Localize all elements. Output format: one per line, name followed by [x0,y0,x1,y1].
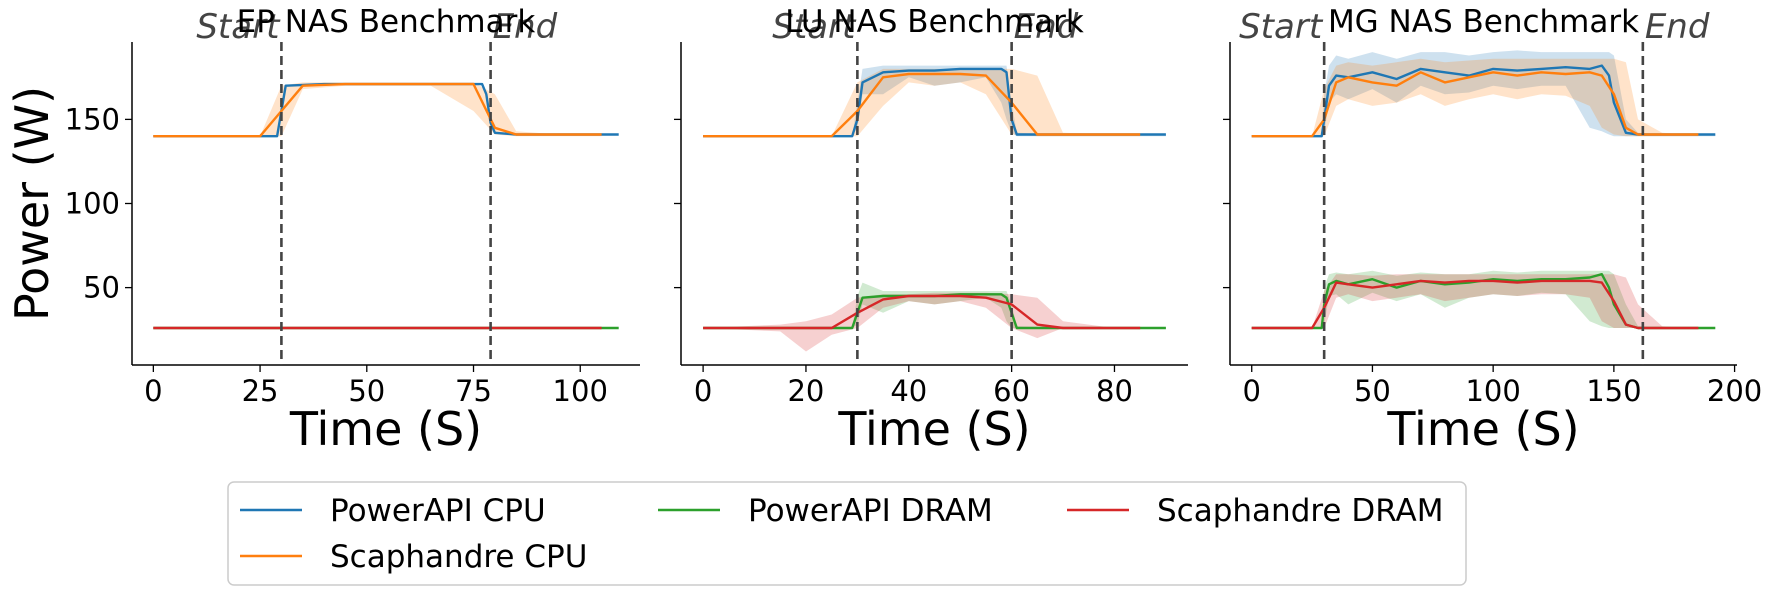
marker-label-start: Start [1239,7,1324,47]
series-line-powerapi-cpu [703,67,1166,138]
x-axis-label: Time (S) [1386,402,1579,456]
x-tick-label: 100 [553,374,608,408]
y-axis-label: Power (W) [5,86,59,321]
series-line-scaphandre-cpu [1251,71,1699,138]
x-tick-label: 0 [1243,374,1261,408]
marker-label-end: End [1014,7,1079,47]
series-line-powerapi-cpu [1251,64,1716,138]
x-tick-label: 50 [348,374,385,408]
x-tick-label: 25 [242,374,279,408]
x-tick-label: 0 [694,374,712,408]
series-line-scaphandre-cpu [703,72,1141,138]
legend: PowerAPI CPU Scaphandre CPU PowerAPI DRAM S… [227,481,1467,586]
band-powerapi-cpu [703,65,1166,137]
legend-label: PowerAPI DRAM [748,493,993,529]
series-line-powerapi-cpu [153,82,619,138]
legend-label: PowerAPI CPU [330,493,546,529]
band-scaphandre-cpu [1251,58,1699,137]
legend-entry-powerapi-cpu: PowerAPI CPU [240,493,546,529]
x-tick-label: 100 [1465,374,1520,408]
x-tick-label: 20 [787,374,824,408]
legend-entry-scaphandre-dram: Scaphandre DRAM [1067,493,1443,529]
legend-entry-powerapi-dram: PowerAPI DRAM [658,493,993,529]
legend-label: Scaphandre DRAM [1157,493,1443,529]
band-scaphandre-dram [1251,274,1699,328]
marker-label-end: End [1645,7,1710,47]
band-powerapi-dram [703,282,1166,328]
x-tick-label: 50 [1354,374,1391,408]
series-line-powerapi-dram [703,293,1166,330]
series-line-scaphandre-dram [703,294,1141,330]
y-tick-label: 150 [65,102,120,136]
legend-entries: PowerAPI CPU Scaphandre CPU PowerAPI DRAM S… [240,493,1443,575]
band-powerapi-cpu [1251,50,1716,137]
chart-title: LU NAS Benchmark [785,4,1084,40]
band-scaphandre-cpu [703,68,1141,137]
legend-frame [227,481,1467,586]
legend-label: Scaphandre CPU [330,539,587,575]
y-tick-label: 50 [83,271,120,305]
x-tick-label: 60 [993,374,1030,408]
band-scaphandre-cpu [153,82,602,137]
marker-label-end: End [493,7,558,47]
x-tick-label: 150 [1586,374,1641,408]
x-tick-label: 75 [455,374,492,408]
x-tick-label: 0 [144,374,162,408]
band-powerapi-dram [1251,270,1716,328]
chart-title: EP NAS Benchmark [237,4,536,40]
legend-entry-scaphandre-cpu: Scaphandre CPU [240,539,587,575]
x-tick-label: 200 [1707,374,1762,408]
series-line-scaphandre-dram [1251,279,1699,330]
x-axis-label: Time (S) [837,402,1030,456]
x-tick-label: 80 [1096,374,1133,408]
band-scaphandre-dram [703,292,1141,352]
y-tick-label: 100 [65,187,120,221]
x-axis-label: Time (S) [289,402,482,456]
marker-label-start: Start [196,7,281,47]
marker-label-start: Start [772,7,857,47]
x-tick-label: 40 [890,374,927,408]
series-line-scaphandre-cpu [153,82,602,138]
chart-title: MG NAS Benchmark [1328,4,1639,40]
